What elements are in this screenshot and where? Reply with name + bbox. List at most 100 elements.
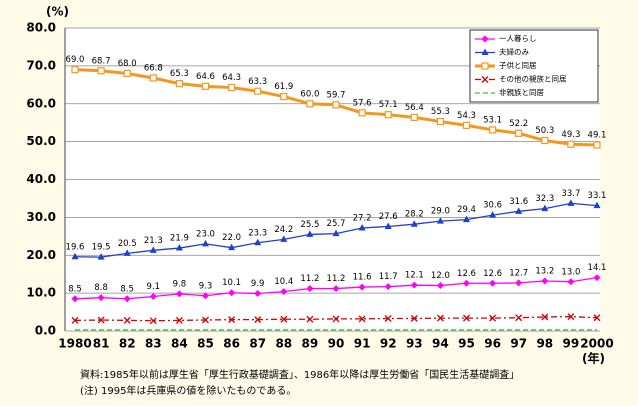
data-label: 50.3	[535, 126, 554, 136]
data-label: 29.0	[431, 207, 450, 217]
data-label: 57.1	[379, 100, 398, 110]
marker	[254, 238, 262, 246]
x-tick-label: 91	[354, 337, 371, 351]
marker	[306, 230, 314, 237]
data-label: 22.0	[222, 233, 241, 243]
data-label: 12.6	[483, 269, 502, 279]
marker	[384, 222, 392, 229]
marker	[358, 315, 366, 323]
marker	[254, 87, 262, 95]
marker	[541, 313, 549, 321]
marker	[202, 292, 209, 300]
data-label: 10.4	[274, 277, 293, 287]
data-label: 25.5	[300, 220, 319, 230]
marker	[149, 246, 157, 253]
marker	[123, 249, 131, 256]
x-tick-label: 88	[275, 337, 292, 351]
marker	[489, 211, 497, 218]
x-tick-label: 94	[432, 337, 449, 351]
x-tick-label: 2000	[580, 337, 613, 351]
marker	[593, 141, 601, 149]
marker	[123, 295, 131, 303]
data-label: 69.0	[66, 55, 85, 65]
marker	[71, 295, 79, 303]
marker	[149, 74, 157, 82]
marker	[384, 315, 392, 322]
marker	[71, 316, 79, 324]
marker	[515, 207, 523, 214]
data-label: 33.1	[588, 191, 607, 201]
marker	[358, 283, 366, 291]
data-label: 13.2	[535, 267, 554, 277]
legend-marker	[481, 35, 489, 43]
data-label: 19.5	[92, 243, 111, 253]
data-label: 9.9	[251, 279, 265, 289]
data-label: 8.5	[68, 284, 82, 294]
data-label: 68.7	[92, 56, 111, 66]
data-label: 49.3	[561, 130, 580, 140]
x-tick-label: 96	[484, 337, 501, 351]
marker	[593, 201, 601, 209]
data-label: 27.2	[353, 213, 372, 223]
data-label: 9.3	[199, 281, 213, 291]
marker	[228, 83, 236, 92]
data-label: 33.7	[561, 189, 580, 199]
legend-marker	[481, 48, 489, 55]
data-label: 24.2	[274, 225, 293, 235]
legend-marker	[481, 76, 489, 83]
data-label: 65.3	[170, 69, 189, 79]
x-tick-label: 1980	[58, 337, 91, 351]
marker	[254, 290, 262, 298]
y-unit: (%)	[46, 5, 69, 19]
data-label: 12.0	[431, 271, 450, 281]
marker	[567, 140, 575, 148]
marker	[593, 314, 601, 322]
x-tick-label: 99	[563, 337, 580, 351]
y-tick-label: 40.0	[26, 172, 56, 186]
marker	[332, 285, 340, 293]
marker	[410, 113, 418, 121]
data-label: 60.0	[300, 89, 319, 99]
marker	[280, 315, 288, 323]
x-tick-label: 95	[458, 337, 475, 351]
data-label: 27.6	[379, 212, 398, 222]
data-label: 23.3	[248, 228, 267, 238]
marker	[410, 220, 418, 227]
x-tick-label: 89	[302, 337, 319, 351]
data-label: 55.3	[431, 107, 450, 117]
marker	[306, 285, 314, 293]
marker	[97, 316, 105, 324]
y-tick-label: 60.0	[26, 96, 56, 110]
marker	[97, 294, 105, 302]
data-label: 10.1	[222, 278, 241, 288]
marker	[123, 316, 131, 324]
marker	[593, 274, 601, 282]
data-label: 12.1	[405, 271, 424, 281]
x-tick-label: 92	[380, 337, 397, 351]
marker	[71, 252, 79, 260]
data-label: 8.5	[120, 284, 134, 294]
marker	[567, 199, 575, 206]
marker	[97, 253, 105, 260]
marker	[463, 215, 470, 223]
data-label: 12.7	[509, 268, 528, 278]
data-label: 23.0	[196, 229, 215, 239]
marker	[436, 117, 444, 126]
marker	[358, 223, 366, 231]
data-label: 28.2	[405, 210, 424, 220]
data-label: 12.6	[457, 269, 476, 279]
legend-label: 夫婦のみ	[499, 47, 529, 57]
x-tick-label: 82	[119, 337, 136, 351]
marker	[463, 279, 470, 287]
marker	[306, 100, 314, 108]
data-label: 57.6	[353, 98, 372, 108]
data-label: 66.8	[144, 63, 163, 73]
legend-marker	[481, 62, 489, 70]
marker	[384, 283, 392, 291]
x-tick-label: 98	[536, 337, 553, 351]
marker	[97, 67, 105, 75]
data-label: 9.1	[147, 282, 161, 292]
marker	[280, 288, 288, 296]
data-label: 56.4	[405, 103, 424, 113]
marker	[436, 217, 444, 224]
